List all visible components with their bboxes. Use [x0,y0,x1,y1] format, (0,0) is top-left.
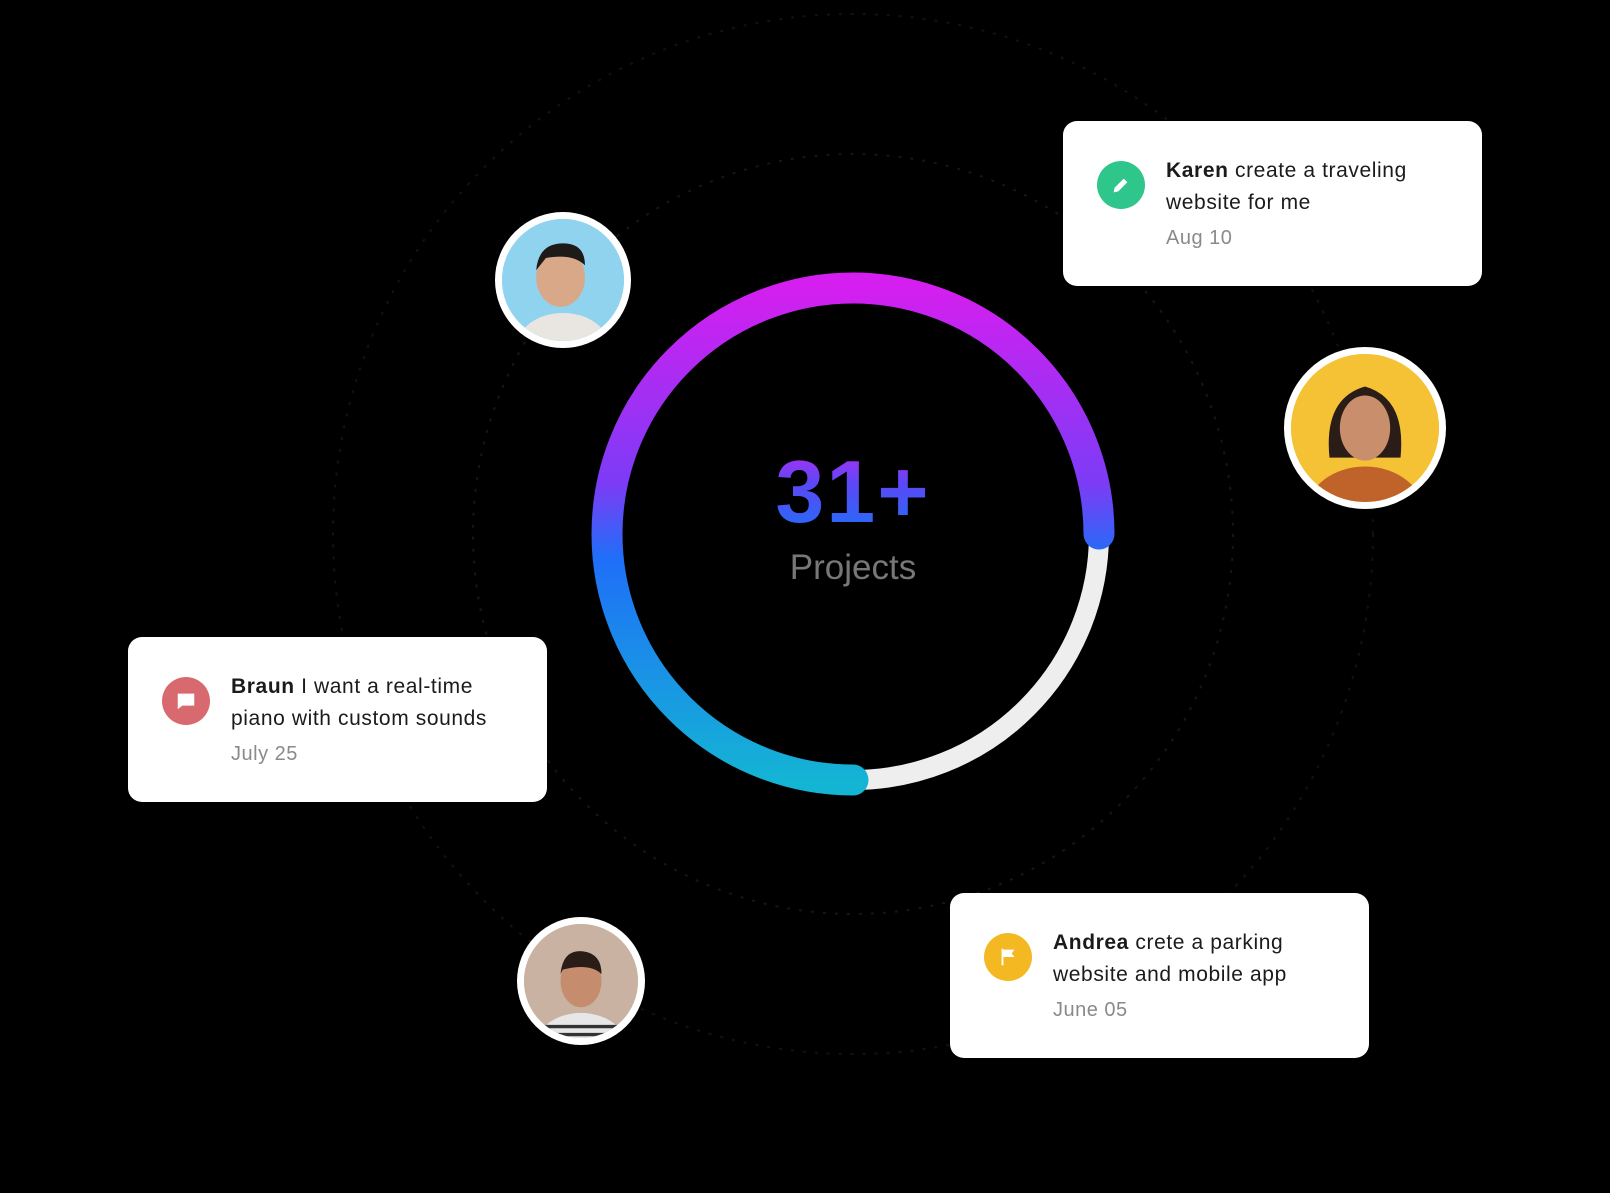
activity-card-karen[interactable]: Karen create a traveling website for me … [1063,121,1482,286]
activity-text: Braun I want a real-time piano with cust… [231,671,531,735]
orbit-ring-outer [332,13,1374,1055]
activity-text: Karen create a traveling website for me [1166,155,1466,219]
chat-bubble-icon [162,677,210,725]
activity-author: Andrea [1053,931,1129,954]
flag-icon [984,933,1032,981]
project-count: 31+ [653,448,1053,536]
orbit-ring-inner [472,153,1234,915]
activity-author: Braun [231,675,295,698]
activity-author: Karen [1166,159,1229,182]
project-count-label: Projects [789,548,917,587]
activity-date: Aug 10 [1166,227,1233,249]
activity-message: create a traveling website for me [1166,159,1407,214]
activity-card-braun[interactable]: Braun I want a real-time piano with cust… [128,637,547,802]
avatar[interactable] [517,917,645,1045]
activity-text: Andrea crete a parking website and mobil… [1053,927,1353,991]
activity-date: July 25 [231,743,298,765]
avatar[interactable] [495,212,631,348]
activity-message: crete a parking website and mobile app [1053,931,1287,986]
pencil-icon [1097,161,1145,209]
activity-card-andrea[interactable]: Andrea crete a parking website and mobil… [950,893,1369,1058]
activity-date: June 05 [1053,999,1128,1021]
progress-track [843,524,1109,790]
avatar[interactable] [1284,347,1446,509]
progress-arc [591,272,1115,796]
activity-message: I want a real-time piano with custom sou… [231,675,488,730]
